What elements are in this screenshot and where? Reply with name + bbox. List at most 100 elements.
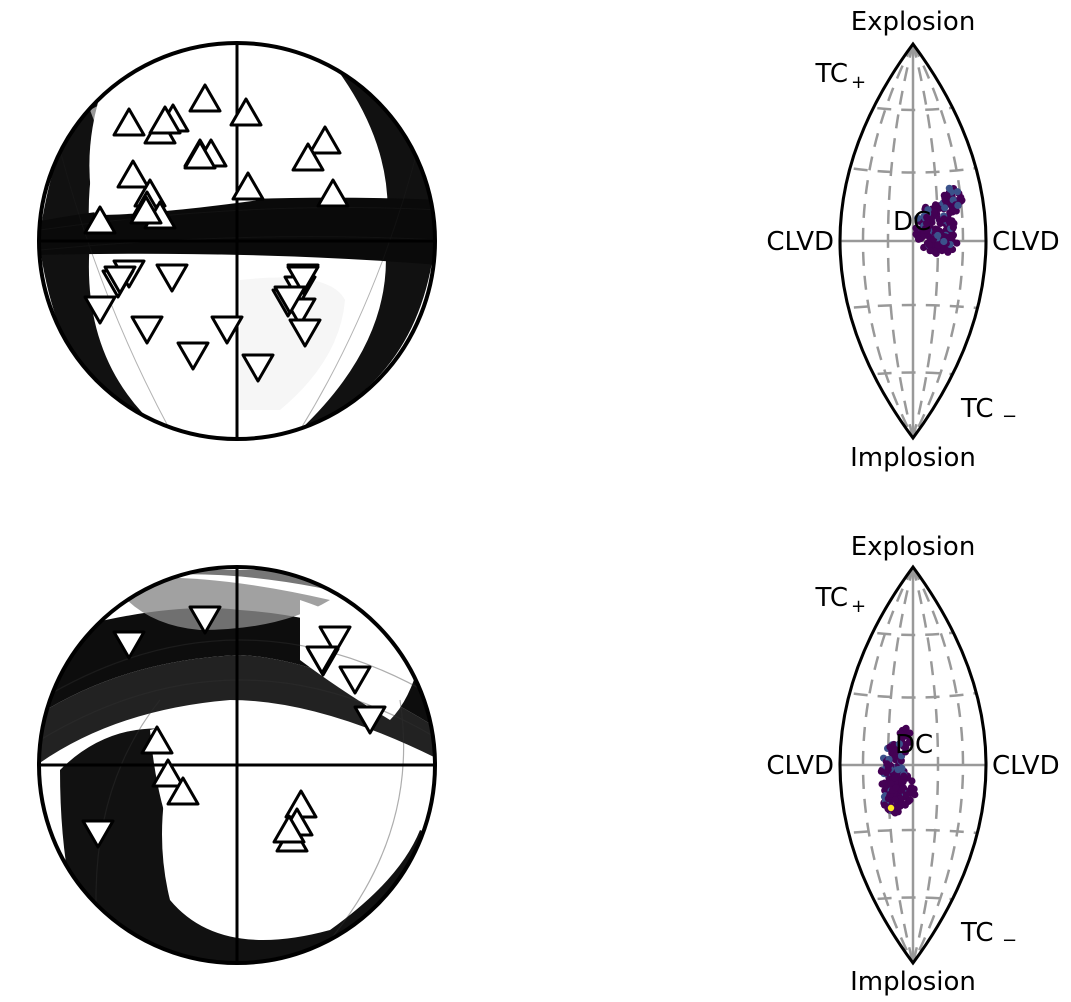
cluster-point <box>954 201 962 209</box>
cluster-point <box>891 796 899 804</box>
cluster-point <box>949 206 957 214</box>
compressional-triangle <box>316 178 350 208</box>
cluster-point <box>906 796 914 804</box>
dilatational-triangle <box>103 265 137 295</box>
cluster-point <box>958 196 966 204</box>
label-clvd-left: CLVD <box>766 751 834 781</box>
dilatational-triangle <box>288 318 322 348</box>
dilatational-triangle <box>81 819 115 849</box>
dilatational-triangle <box>155 263 189 293</box>
cluster-point <box>949 223 958 231</box>
dilatational-triangle <box>286 265 320 295</box>
beachball-top <box>37 41 437 441</box>
moment-tensor-cluster-top <box>912 184 966 257</box>
cluster-point <box>881 801 889 809</box>
label-tc-plus: TC <box>814 59 848 89</box>
lune-grid-bottom <box>840 567 986 963</box>
compressional-triangle <box>129 195 163 225</box>
lune-bottom: Explosion Implosion CLVD CLVD TC + TC − … <box>766 532 1059 997</box>
cluster-point <box>912 224 920 232</box>
dilatational-triangle <box>318 625 352 655</box>
cluster-point <box>946 234 954 242</box>
compressional-triangle <box>112 107 146 137</box>
cluster-point <box>887 780 895 788</box>
cluster-point <box>882 769 891 777</box>
cluster-point <box>914 214 922 222</box>
cluster-point <box>940 237 948 246</box>
dilatational-triangle <box>112 630 146 660</box>
compressional-triangle <box>229 97 263 127</box>
lune-grid-top <box>840 44 986 438</box>
compressional-triangle <box>151 758 185 788</box>
cluster-point <box>883 760 891 768</box>
cluster-point <box>953 188 962 196</box>
cluster-point <box>891 809 899 817</box>
cluster-point <box>940 215 948 223</box>
cluster-point <box>946 218 954 226</box>
dilatational-triangle <box>273 285 307 315</box>
label-dc: DC <box>895 730 933 760</box>
cluster-point <box>915 235 923 243</box>
compressional-triangle <box>308 125 342 155</box>
compressional-triangle <box>148 105 182 135</box>
cluster-point <box>890 740 898 749</box>
label-tc-minus: TC <box>960 918 994 948</box>
label-tc-plus-sign: + <box>851 596 866 617</box>
cluster-point <box>923 226 931 234</box>
cluster-point <box>925 241 933 249</box>
compressional-triangle <box>166 776 200 806</box>
polarity-markers-top <box>83 83 350 383</box>
label-clvd-right: CLVD <box>992 227 1060 257</box>
dilatational-triangle <box>176 341 210 371</box>
polarity-markers-bottom <box>81 605 387 853</box>
cluster-point <box>906 729 914 737</box>
label-tc-minus-sign: − <box>1002 930 1017 951</box>
cluster-point <box>897 730 905 738</box>
dilatational-triangle <box>188 605 222 635</box>
cluster-point <box>924 206 932 214</box>
cluster-point <box>940 191 948 199</box>
cluster-point <box>941 204 949 212</box>
cluster-point <box>898 764 906 772</box>
cluster-point <box>923 213 931 221</box>
compressional-triangle <box>140 725 174 755</box>
compressional-triangle <box>231 171 265 201</box>
cluster-point <box>902 791 911 799</box>
dilatational-triangle <box>241 353 275 383</box>
label-implosion: Implosion <box>850 967 976 997</box>
cluster-point <box>900 772 908 780</box>
label-dc: DC <box>893 207 931 237</box>
cluster-point <box>930 207 939 215</box>
cluster-point <box>911 791 919 799</box>
label-tc-plus: TC <box>814 583 848 613</box>
beachball-bottom <box>37 565 437 965</box>
compressional-triangle <box>188 83 222 113</box>
dilatational-triangle <box>210 315 244 345</box>
cluster-point <box>892 784 900 792</box>
compressional-triangle <box>183 140 217 170</box>
cluster-point <box>923 219 931 227</box>
cluster-point <box>898 786 906 794</box>
compressional-triangle <box>272 814 306 844</box>
dilatational-triangle <box>305 645 339 675</box>
compressional-triangle <box>83 205 117 235</box>
label-tc-minus: TC <box>960 394 994 424</box>
label-implosion: Implosion <box>850 443 976 473</box>
label-tc-minus-sign: − <box>1002 406 1017 427</box>
label-clvd-left: CLVD <box>766 227 834 257</box>
label-explosion: Explosion <box>851 532 976 562</box>
cluster-point <box>931 201 940 209</box>
cluster-point <box>934 231 942 240</box>
cluster-point <box>931 225 940 233</box>
cluster-highlight-point <box>887 804 895 812</box>
cluster-point <box>945 184 953 192</box>
cluster-point <box>920 243 928 252</box>
moment-tensor-cluster-bottom <box>877 724 919 817</box>
dilatational-triangle <box>353 705 387 735</box>
label-clvd-right: CLVD <box>992 751 1060 781</box>
nodal-bands-top <box>39 43 435 439</box>
cluster-point <box>934 241 942 249</box>
dilatational-triangle <box>130 315 164 345</box>
cluster-point <box>891 774 899 782</box>
